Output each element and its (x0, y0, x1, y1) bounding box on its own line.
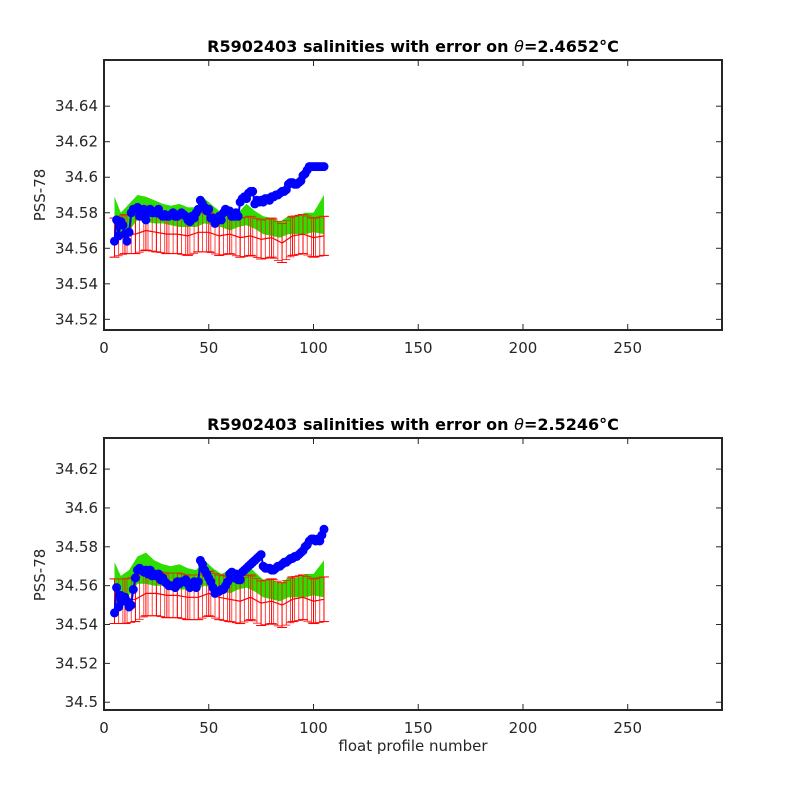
y-tick-label: 34.54 (55, 275, 98, 293)
float-salinity-point (256, 550, 266, 560)
y-tick-label: 34.58 (55, 538, 98, 556)
x-tick-label: 100 (299, 719, 328, 737)
ticks-layer-bottom: 0 50 100 150 200 250 34.5 34.52 34.54 34.56 34.58 3… (55, 438, 722, 737)
float-salinity-point (319, 524, 329, 534)
float-salinity-point (122, 236, 132, 246)
x-tick-label: 250 (613, 339, 642, 357)
y-tick-label: 34.52 (55, 310, 98, 328)
x-tick-label: 150 (404, 719, 433, 737)
float-salinity-point (126, 600, 136, 610)
y-tick-label: 34.62 (55, 133, 98, 151)
y-tick-label: 34.64 (55, 97, 98, 115)
climatology-line (114, 229, 325, 244)
y-tick-label: 34.56 (55, 577, 98, 595)
float-salinity-point (319, 162, 329, 172)
y-tick-label: 34.54 (55, 616, 98, 634)
y-axis-label-top: PSS-78 (31, 169, 49, 222)
y-tick-label: 34.6 (65, 168, 98, 186)
x-tick-label: 150 (404, 339, 433, 357)
y-tick-label: 34.5 (65, 693, 98, 711)
float-salinity-point (235, 575, 245, 585)
axes-box-bottom (103, 437, 723, 711)
data-layer-bottom (109, 524, 329, 628)
float-salinity-point (248, 186, 258, 196)
x-tick-label: 200 (509, 339, 538, 357)
ticks-layer-top: 0 50 100 150 200 250 34.52 34.54 34.56 34.58 34.6 3… (55, 60, 722, 357)
float-salinity-point (118, 220, 128, 230)
y-tick-label: 34.52 (55, 654, 98, 672)
x-tick-label: 100 (299, 339, 328, 357)
float-salinity-point (204, 204, 214, 214)
y-tick-label: 34.56 (55, 239, 98, 257)
x-tick-label: 250 (613, 719, 642, 737)
float-salinity-point (128, 585, 138, 594)
float-salinity-point (193, 577, 203, 587)
x-axis-label: float profile number (338, 737, 488, 755)
axes-box-top (103, 59, 723, 331)
plot-title-bottom: R5902403 salinities with error on θ=2.52… (207, 415, 619, 434)
y-tick-label: 34.6 (65, 499, 98, 517)
x-tick-label: 50 (199, 719, 218, 737)
plot-title-top: R5902403 salinities with error on θ=2.46… (207, 37, 619, 56)
y-axis-label-bottom: PSS-78 (31, 549, 49, 602)
float-salinity-point (130, 573, 140, 583)
y-tick-label: 34.58 (55, 204, 98, 222)
x-tick-label: 0 (99, 339, 109, 357)
x-tick-label: 200 (509, 719, 538, 737)
x-tick-label: 50 (199, 339, 218, 357)
x-tick-label: 0 (99, 719, 109, 737)
float-salinity-point (112, 583, 122, 593)
overlap-tint (114, 552, 324, 606)
climatology-line (114, 592, 325, 606)
salinity-plot-bottom: R5902403 salinities with error on θ=2.52… (31, 415, 723, 755)
data-layer-top (109, 162, 329, 263)
salinity-plot-top: R5902403 salinities with error on θ=2.46… (31, 37, 723, 357)
y-tick-label: 34.62 (55, 460, 98, 478)
float-salinity-point (124, 227, 134, 237)
float-salinity-point (233, 211, 243, 221)
